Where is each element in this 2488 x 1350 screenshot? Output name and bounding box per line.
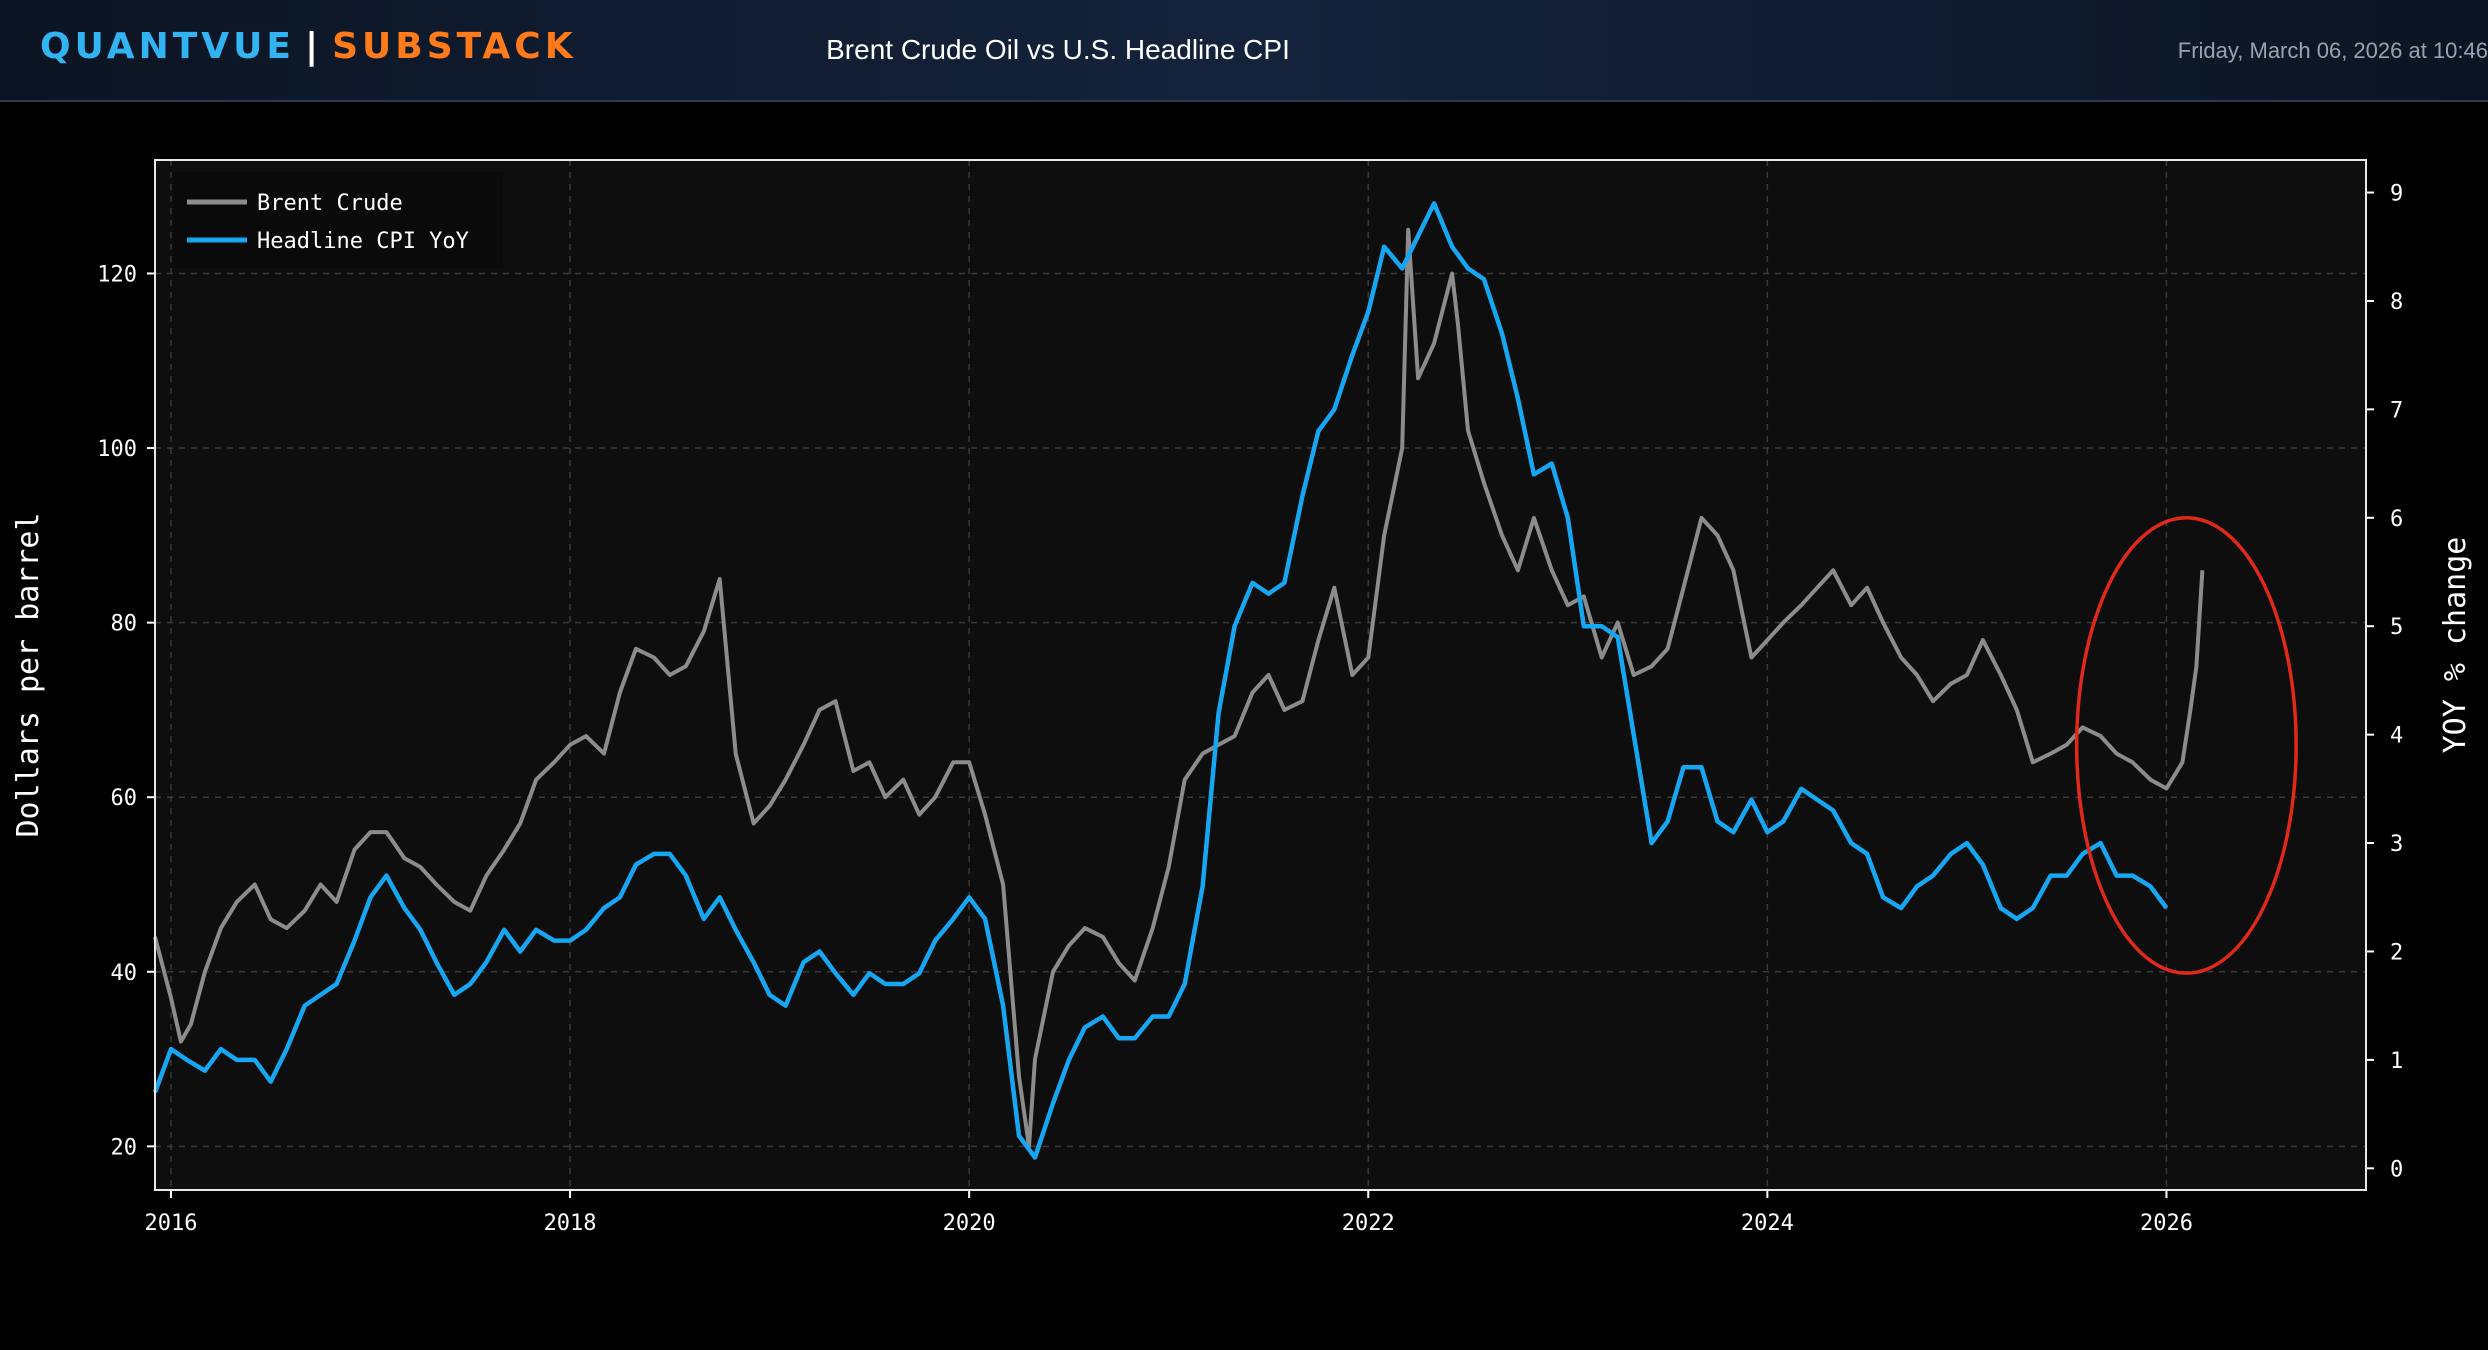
plot-frame — [154, 159, 2367, 1191]
y2-tick-label: 7 — [2390, 398, 2403, 423]
y-axis-ticks: 20 40 60 80 100 120 — [97, 262, 155, 1160]
x-tick-label: 2018 — [544, 1211, 597, 1236]
y2-tick-label: 8 — [2390, 290, 2403, 315]
chart-canvas: 2016 2018 2020 2022 2024 2026 20406080100120 … — [11, 159, 2473, 1236]
x-tick-label: 2024 — [1741, 1211, 1794, 1236]
brand-name-left: QUANTVUE — [40, 26, 295, 67]
header-bar: QUANTVUE | SUBSTACK Brent Crude Oil vs U.S… — [0, 0, 2488, 102]
page-title: Brent Crude Oil vs U.S. Headline CPI — [826, 34, 1290, 65]
legend-label-brent: Brent Crude — [257, 191, 403, 216]
x-tick-label: 2020 — [943, 1211, 996, 1236]
cpi-yoy-line — [152, 201, 2169, 1160]
y2-tick-label: 4 — [2390, 724, 2403, 749]
x-tick-label: 2016 — [144, 1211, 197, 1236]
legend-label-cpi: Headline CPI YoY — [257, 229, 469, 254]
y2-tick-label: 5 — [2390, 615, 2403, 640]
timestamp: Friday, March 06, 2026 at 10:46 — [2177, 38, 2488, 63]
y2-axis-label: YOY % change — [2438, 537, 2473, 754]
y2-tick-label: 0 — [2390, 1157, 2403, 1182]
legend-box — [173, 172, 503, 268]
brand-separator: | — [304, 26, 323, 67]
legend: Brent Crude Headline CPI YoY — [173, 172, 503, 268]
y-tick-label: 20 — [111, 1135, 138, 1160]
y-tick-label: 100 — [97, 437, 137, 462]
y2-tick-label: 1 — [2390, 1049, 2403, 1074]
highlight-ellipse — [2074, 516, 2298, 975]
brand-logo: QUANTVUE | SUBSTACK — [40, 26, 577, 67]
x-tick-label: 2022 — [1342, 1211, 1395, 1236]
y2-axis-ticks: 0 1 2 3 4 5 6 7 8 9 — [2366, 182, 2403, 1182]
y2-tick-label: 2 — [2390, 940, 2403, 965]
grid-lines — [155, 160, 2366, 1190]
y2-tick-label: 3 — [2390, 832, 2403, 857]
y-tick-label: 60 — [111, 786, 138, 811]
y-tick-label: 80 — [111, 612, 138, 637]
plot-area — [155, 160, 2366, 1190]
x-axis-ticks: 2016 2018 2020 2022 2024 2026 — [144, 1190, 2193, 1236]
y-axis-label: Dollars per barrel — [11, 512, 46, 837]
y-tick-label: 120 — [97, 262, 137, 287]
y2-tick-label: 6 — [2390, 507, 2403, 532]
series-lines — [152, 201, 2205, 1160]
x-tick-label: 2026 — [2140, 1211, 2193, 1236]
brand-name-right: SUBSTACK — [332, 26, 577, 67]
y-tick-label: 40 — [111, 961, 138, 986]
brent-crude-line — [153, 227, 2205, 1149]
y2-tick-label: 9 — [2390, 182, 2403, 207]
